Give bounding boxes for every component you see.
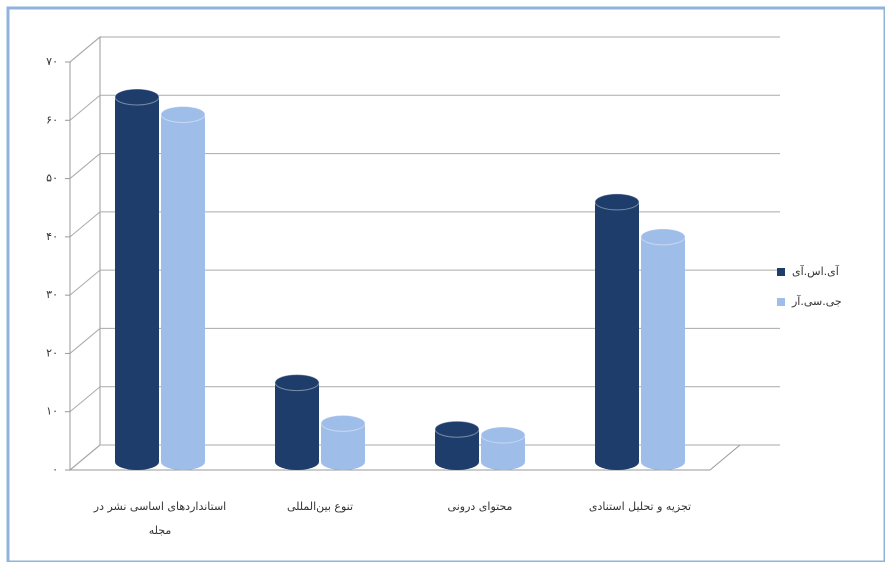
- cylinder-top: [274, 374, 320, 392]
- cylinder-body: [275, 382, 319, 470]
- x-tick-label: محتوای درونی: [447, 500, 513, 513]
- cylinder-body: [435, 429, 479, 470]
- y-tick-label: ۰: [52, 463, 58, 476]
- cylinder-top: [480, 426, 526, 444]
- grid-line: [69, 36, 101, 63]
- y-tick-label: ۶۰: [46, 113, 58, 126]
- legend-swatch: [777, 268, 785, 276]
- legend-label: جی.سی.آر: [791, 294, 842, 308]
- y-tick-label: ۷۰: [46, 55, 58, 68]
- grid-line: [69, 211, 101, 238]
- grid-line: [69, 94, 101, 121]
- grid-line: [69, 153, 101, 179]
- bar: [160, 105, 206, 470]
- cylinder-top: [160, 105, 206, 123]
- cylinder-body: [321, 423, 365, 470]
- legend-swatch: [777, 298, 785, 306]
- y-tick-label: ۲۰: [46, 346, 58, 359]
- legend-label: آی.اس.آی: [792, 264, 840, 278]
- cylinder-body: [481, 435, 525, 470]
- cylinder-body: [595, 201, 639, 470]
- cylinder-top: [320, 414, 366, 432]
- bar: [274, 374, 320, 470]
- x-tick-label: تجزیه و تحلیل استنادی: [588, 500, 692, 513]
- grid-line: [69, 444, 101, 471]
- bar: [434, 420, 480, 470]
- y-tick-label: ۳۰: [46, 288, 58, 301]
- bar: [594, 193, 640, 470]
- bar: [480, 426, 526, 470]
- cylinder-top: [640, 228, 686, 246]
- y-tick-label: ۵۰: [46, 172, 58, 185]
- grid-line: [69, 386, 101, 413]
- cylinder-top: [114, 88, 160, 106]
- cylinder-top: [434, 420, 480, 438]
- cylinder-body: [641, 236, 685, 470]
- bar: [114, 88, 160, 470]
- y-tick-label: ۱۰: [46, 405, 58, 418]
- y-tick-label: ۴۰: [46, 230, 58, 243]
- x-tick-label: استانداردهای اساسی نشر در مجله: [93, 500, 227, 537]
- cylinder-body: [115, 96, 159, 470]
- bar: [640, 228, 686, 470]
- side-wall: [69, 35, 101, 472]
- x-tick-label: تنوع بین‌المللی: [286, 500, 354, 513]
- bar: [320, 414, 366, 470]
- grid-line: [69, 269, 101, 296]
- cylinder-top: [594, 193, 640, 211]
- frame: [6, 6, 885, 562]
- grid-line: [69, 328, 101, 354]
- cylinder-body: [161, 114, 205, 470]
